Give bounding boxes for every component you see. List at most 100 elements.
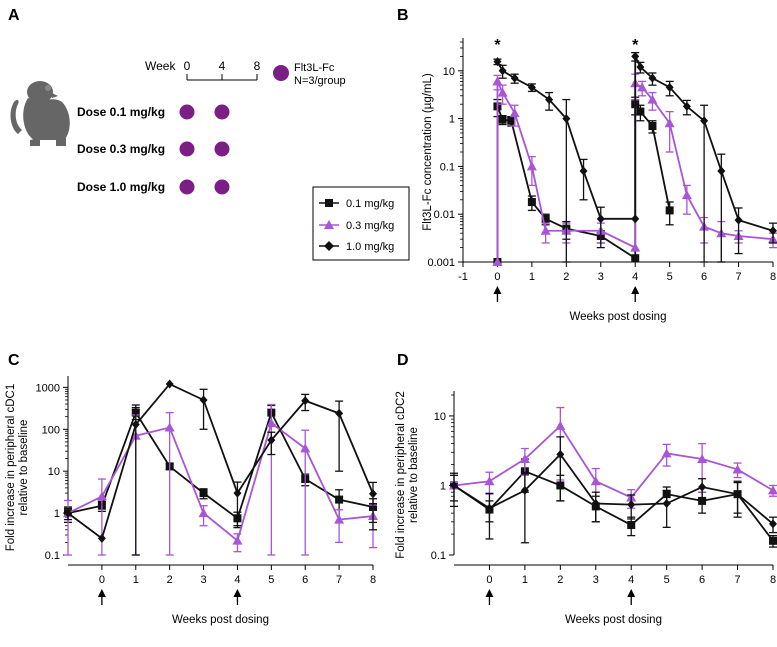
data-point-square bbox=[769, 536, 777, 545]
data-point-triangle bbox=[637, 82, 648, 92]
y-tick-label: 1 bbox=[449, 114, 455, 126]
data-point-diamond bbox=[562, 114, 571, 124]
data-point-square bbox=[527, 197, 536, 206]
data-point-triangle bbox=[198, 508, 209, 518]
data-point-triangle bbox=[555, 420, 566, 430]
data-point-square bbox=[627, 521, 636, 530]
x-tick-label: 1 bbox=[529, 271, 535, 283]
data-point-diamond bbox=[631, 214, 640, 224]
data-point-triangle bbox=[492, 76, 503, 86]
data-point-diamond bbox=[636, 62, 645, 72]
series-line-0.3-mg-kg bbox=[453, 424, 774, 499]
data-point-diamond bbox=[627, 500, 636, 510]
data-point-triangle bbox=[509, 108, 520, 118]
x-tick-label: 4 bbox=[628, 574, 634, 586]
data-point-triangle bbox=[232, 535, 243, 545]
x-tick-label: 1 bbox=[522, 574, 528, 586]
data-point-triangle bbox=[590, 476, 601, 486]
y-axis-label-line2: relative to baseline bbox=[408, 427, 420, 523]
data-point-diamond bbox=[648, 73, 657, 83]
dose-label-1.0: Dose 1.0 mg/kg bbox=[77, 180, 165, 194]
timeline-tick-8: 8 bbox=[254, 59, 261, 73]
data-point-triangle bbox=[484, 476, 495, 486]
data-point-triangle bbox=[681, 190, 692, 200]
data-point-diamond bbox=[450, 480, 458, 490]
panel-letter-a: A bbox=[8, 7, 20, 24]
x-tick-label: 6 bbox=[699, 574, 705, 586]
data-point-diamond bbox=[527, 82, 536, 92]
dose-dot bbox=[179, 104, 195, 120]
data-point-diamond bbox=[165, 379, 174, 389]
data-point-diamond bbox=[199, 395, 208, 405]
data-point-diamond bbox=[717, 166, 726, 176]
y-axis-label: Fold increase in peripheral cDC1relative… bbox=[5, 384, 30, 551]
data-point-diamond bbox=[769, 519, 777, 529]
dose-label-0.1: Dose 0.1 mg/kg bbox=[77, 105, 165, 119]
legend-dot-icon bbox=[273, 65, 289, 81]
data-point-triangle bbox=[630, 242, 641, 252]
series-line-1.0-mg-kg bbox=[67, 382, 374, 540]
data-point-diamond bbox=[682, 101, 691, 111]
data-point-diamond bbox=[335, 408, 344, 418]
x-tick-label: 8 bbox=[770, 271, 776, 283]
chart-panel-b: 0.001 0.01 0.1 1 10 -1 0 1 2 3 4 5 6 7 8 Weeks post dos… bbox=[422, 37, 777, 323]
x-tick-label: 7 bbox=[735, 271, 741, 283]
x-tick-label: 7 bbox=[734, 574, 740, 586]
data-point-square bbox=[541, 214, 550, 223]
y-tick-label: 10 bbox=[434, 411, 446, 423]
data-point-diamond bbox=[700, 116, 709, 126]
dose-dot bbox=[179, 141, 195, 157]
data-point-triangle bbox=[647, 94, 658, 104]
x-tick-label: 5 bbox=[667, 271, 673, 283]
data-point-square bbox=[498, 115, 507, 124]
x-tick-label: 4 bbox=[234, 574, 240, 586]
data-point-triangle bbox=[519, 454, 530, 464]
x-tick-label: 7 bbox=[336, 574, 342, 586]
dose-label-0.3: Dose 0.3 mg/kg bbox=[77, 142, 165, 156]
x-tick-label: 3 bbox=[200, 574, 206, 586]
data-point-diamond bbox=[493, 57, 502, 67]
x-tick-label: 3 bbox=[593, 574, 599, 586]
x-axis-label: Weeks post dosing bbox=[172, 614, 269, 626]
data-point-diamond bbox=[369, 489, 377, 499]
y-tick-label: 1 bbox=[440, 480, 446, 492]
x-tick-label: 5 bbox=[268, 574, 274, 586]
data-point-diamond bbox=[556, 449, 565, 459]
x-tick-label: 3 bbox=[598, 271, 604, 283]
x-tick-label: -1 bbox=[458, 271, 468, 283]
legend-item-1.0: 1.0 mg/kg bbox=[346, 241, 394, 253]
timeline-week-label: Week bbox=[145, 59, 176, 73]
data-point-diamond bbox=[301, 396, 310, 406]
series-line-1.0-mg-kg bbox=[453, 452, 774, 525]
dosing-arrow-head-icon bbox=[485, 589, 494, 597]
y-axis-label: Fold increase in peripheral cDC2relative… bbox=[395, 391, 420, 558]
data-point-triangle bbox=[334, 514, 345, 524]
y-tick-label: 1000 bbox=[36, 382, 60, 394]
data-point-triangle bbox=[497, 87, 508, 97]
data-point-diamond bbox=[698, 482, 707, 492]
y-axis-label-line2: relative to baseline bbox=[18, 420, 30, 516]
y-tick-label: 10 bbox=[48, 466, 60, 478]
data-point-diamond bbox=[662, 499, 671, 509]
legend-item-0.1: 0.1 mg/kg bbox=[346, 198, 394, 210]
y-axis-label: Flt3L-Fc concentration (µg/mL) bbox=[422, 73, 434, 231]
significance-asterisk: * bbox=[632, 37, 639, 54]
dose-dot bbox=[214, 141, 230, 157]
data-point-triangle bbox=[300, 443, 311, 453]
series-line-0.1-mg-kg bbox=[453, 470, 774, 542]
data-point-diamond bbox=[631, 51, 640, 61]
data-point-square bbox=[636, 107, 645, 116]
data-point-triangle bbox=[266, 418, 277, 428]
series-line-0.1-mg-kg bbox=[67, 410, 374, 520]
data-point-triangle bbox=[697, 454, 708, 464]
y-tick-label: 0.01 bbox=[434, 209, 455, 221]
data-point-square bbox=[631, 254, 640, 263]
chart-panel-c: 0.1 1 10 100 1000 0 1 2 3 4 5 6 7 8 Weeks post dosing F… bbox=[5, 376, 378, 626]
series-legend: 0.1 mg/kg 0.3 mg/kg 1.0 mg/kg bbox=[312, 186, 410, 261]
data-point-square bbox=[698, 496, 707, 505]
data-point-triangle bbox=[664, 118, 675, 128]
y-tick-label: 0.001 bbox=[427, 257, 455, 269]
dosing-arrow-head-icon bbox=[233, 589, 242, 597]
data-point-triangle bbox=[96, 491, 107, 501]
